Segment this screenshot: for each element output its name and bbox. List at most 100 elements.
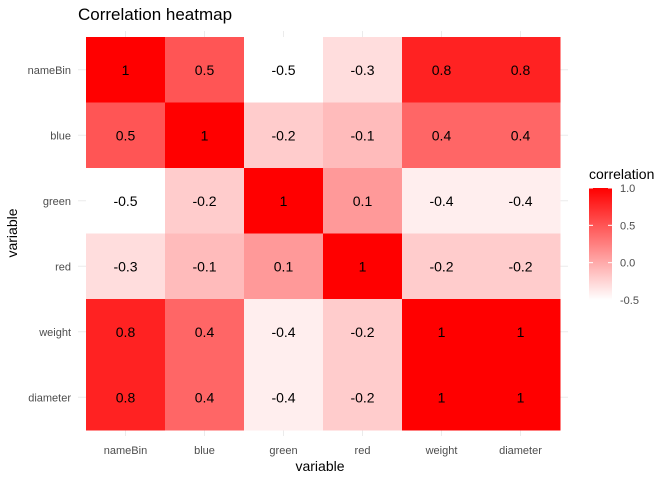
cell-label-red-green: 0.1 xyxy=(274,258,294,274)
heatmap-cell-weight-nameBin xyxy=(86,299,166,365)
cell-label-diameter-red: -0.2 xyxy=(350,389,374,405)
legend-title: correlation xyxy=(589,166,654,182)
cell-label-red-red: 1 xyxy=(359,258,367,274)
y-tick-label-nameBin: nameBin xyxy=(28,65,71,77)
cell-label-nameBin-nameBin: 1 xyxy=(122,62,130,78)
cell-label-diameter-weight: 1 xyxy=(438,389,446,405)
cell-label-red-weight: -0.2 xyxy=(429,258,453,274)
cell-label-nameBin-green: -0.5 xyxy=(271,62,295,78)
heatmap-cells xyxy=(86,37,561,431)
heatmap-cell-nameBin-red xyxy=(323,37,403,103)
cell-label-green-weight: -0.4 xyxy=(429,193,453,209)
heatmap-cell-green-nameBin xyxy=(86,168,166,234)
heatmap-cell-blue-weight xyxy=(402,102,482,169)
y-axis-title: variable xyxy=(4,208,20,257)
heatmap-cell-red-diameter xyxy=(481,233,561,300)
cell-label-weight-red: -0.2 xyxy=(350,324,374,340)
y-tick-label-red: red xyxy=(55,261,71,273)
cell-label-nameBin-diameter: 0.8 xyxy=(511,62,531,78)
x-tick-label-red: red xyxy=(355,445,371,457)
x-tick-label-green: green xyxy=(269,445,297,457)
heatmap-cell-diameter-red xyxy=(323,364,403,431)
cell-label-red-nameBin: -0.3 xyxy=(113,258,137,274)
y-tick-label-green: green xyxy=(43,196,71,208)
heatmap-cell-weight-diameter xyxy=(481,299,561,365)
heatmap-cell-blue-nameBin xyxy=(86,102,166,169)
heatmap-cell-red-nameBin xyxy=(86,233,166,300)
heatmap-cell-blue-red xyxy=(323,102,403,169)
cell-label-green-blue: -0.2 xyxy=(192,193,216,209)
legend-ticks: 1.0 0.5 0.0 -0.5 xyxy=(589,183,639,307)
legend-tick-label: 0.5 xyxy=(620,220,635,232)
heatmap-cell-blue-green xyxy=(244,102,324,169)
heatmap-cell-diameter-blue xyxy=(165,364,245,431)
cell-label-weight-diameter: 1 xyxy=(517,324,525,340)
y-tick-label-weight: weight xyxy=(38,327,71,339)
legend-color-bar xyxy=(589,188,612,300)
heatmap-cell-diameter-nameBin xyxy=(86,364,166,431)
heatmap-cell-red-blue xyxy=(165,233,245,300)
heatmap-cell-red-weight xyxy=(402,233,482,300)
x-axis-title: variable xyxy=(295,458,344,474)
cell-label-red-blue: -0.1 xyxy=(192,258,216,274)
x-tick-labels: nameBin blue green red weight diameter xyxy=(104,445,542,457)
heatmap-cell-red-red xyxy=(323,233,403,300)
heatmap-cell-diameter-weight xyxy=(402,364,482,431)
heatmap-cell-nameBin-blue xyxy=(165,37,245,103)
cell-label-nameBin-weight: 0.8 xyxy=(432,62,452,78)
heatmap-cell-nameBin-diameter xyxy=(481,37,561,103)
cell-label-red-diameter: -0.2 xyxy=(508,258,532,274)
heatmap-cell-nameBin-green xyxy=(244,37,324,103)
cell-label-weight-nameBin: 0.8 xyxy=(116,324,136,340)
cell-label-green-red: 0.1 xyxy=(353,193,373,209)
legend-tick-label: 0.0 xyxy=(620,258,635,270)
heatmap-cell-green-weight xyxy=(402,168,482,234)
y-tick-label-blue: blue xyxy=(50,130,71,142)
cell-label-nameBin-blue: 0.5 xyxy=(195,62,215,78)
heatmap-cell-weight-green xyxy=(244,299,324,365)
heatmap-cell-weight-blue xyxy=(165,299,245,365)
heatmap-cell-nameBin-nameBin xyxy=(86,37,166,103)
heatmap-cell-green-diameter xyxy=(481,168,561,234)
heatmap-cell-nameBin-weight xyxy=(402,37,482,103)
chart-title: Correlation heatmap xyxy=(78,5,232,24)
heatmap-cell-diameter-diameter xyxy=(481,364,561,431)
cell-label-blue-blue: 1 xyxy=(201,127,209,143)
cell-label-weight-weight: 1 xyxy=(438,324,446,340)
cell-label-green-green: 1 xyxy=(280,193,288,209)
heatmap-cell-green-blue xyxy=(165,168,245,234)
x-tick-label-diameter: diameter xyxy=(499,445,542,457)
cell-label-diameter-blue: 0.4 xyxy=(195,389,215,405)
heatmap-cell-blue-diameter xyxy=(481,102,561,169)
heatmap-cell-weight-red xyxy=(323,299,403,365)
cell-label-diameter-nameBin: 0.8 xyxy=(116,389,136,405)
y-tick-label-diameter: diameter xyxy=(28,392,71,404)
cell-label-weight-blue: 0.4 xyxy=(195,324,215,340)
cell-label-blue-red: -0.1 xyxy=(350,127,374,143)
legend-tick-label: -0.5 xyxy=(620,295,639,307)
x-tick-label-nameBin: nameBin xyxy=(104,445,147,457)
x-tick-label-blue: blue xyxy=(194,445,215,457)
heatmap-cell-red-green xyxy=(244,233,324,300)
heatmap-cell-green-green xyxy=(244,168,324,234)
cell-label-blue-diameter: 0.4 xyxy=(511,127,531,143)
x-tick-label-weight: weight xyxy=(425,445,458,457)
y-tick-labels: nameBin blue green red weight diameter xyxy=(28,65,72,405)
cell-label-blue-weight: 0.4 xyxy=(432,127,452,143)
cell-label-blue-nameBin: 0.5 xyxy=(116,127,136,143)
legend-tick-label: 1.0 xyxy=(620,183,635,195)
cell-label-weight-green: -0.4 xyxy=(271,324,295,340)
cell-label-green-diameter: -0.4 xyxy=(508,193,532,209)
cell-label-blue-green: -0.2 xyxy=(271,127,295,143)
cell-label-diameter-diameter: 1 xyxy=(517,389,525,405)
color-legend: correlation 1.0 0.5 0.0 -0.5 xyxy=(589,166,654,307)
heatmap-cell-blue-blue xyxy=(165,102,245,169)
heatmap-cell-weight-weight xyxy=(402,299,482,365)
cell-labels: 1 0.5 -0.5 -0.3 0.8 0.8 0.5 1 -0.2 -0.1 0.4 0.4 -0.5… xyxy=(113,62,532,406)
heatmap-cell-green-red xyxy=(323,168,403,234)
cell-label-nameBin-red: -0.3 xyxy=(350,62,374,78)
cell-label-green-nameBin: -0.5 xyxy=(113,193,137,209)
heatmap-cell-diameter-green xyxy=(244,364,324,431)
cell-label-diameter-green: -0.4 xyxy=(271,389,295,405)
